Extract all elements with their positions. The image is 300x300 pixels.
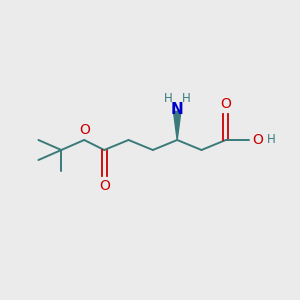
Text: H: H [182, 92, 191, 105]
Text: O: O [220, 97, 231, 110]
Text: N: N [171, 102, 184, 117]
Text: O: O [79, 123, 90, 136]
Polygon shape [173, 111, 181, 140]
Text: O: O [99, 179, 110, 194]
Text: H: H [164, 92, 172, 105]
Text: O: O [252, 133, 263, 147]
Text: H: H [266, 134, 275, 146]
